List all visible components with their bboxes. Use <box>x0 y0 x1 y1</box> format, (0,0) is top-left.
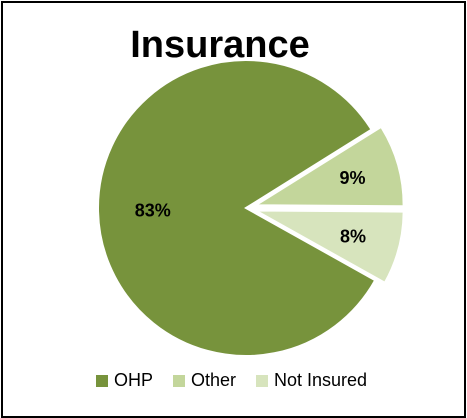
legend-item-other: Other <box>173 370 236 391</box>
slice-label-not-insured: 8% <box>340 226 366 246</box>
legend-label-other: Other <box>191 370 236 391</box>
legend: OHP Other Not Insured <box>0 370 463 391</box>
legend-label-not-insured: Not Insured <box>274 370 367 391</box>
slice-label-other: 9% <box>339 168 365 188</box>
legend-swatch-not-insured <box>256 375 268 387</box>
legend-item-not-insured: Not Insured <box>256 370 367 391</box>
legend-swatch-ohp <box>96 375 108 387</box>
slice-label-ohp: 83% <box>135 200 171 220</box>
legend-swatch-other <box>173 375 185 387</box>
legend-item-ohp: OHP <box>96 370 153 391</box>
legend-label-ohp: OHP <box>114 370 153 391</box>
